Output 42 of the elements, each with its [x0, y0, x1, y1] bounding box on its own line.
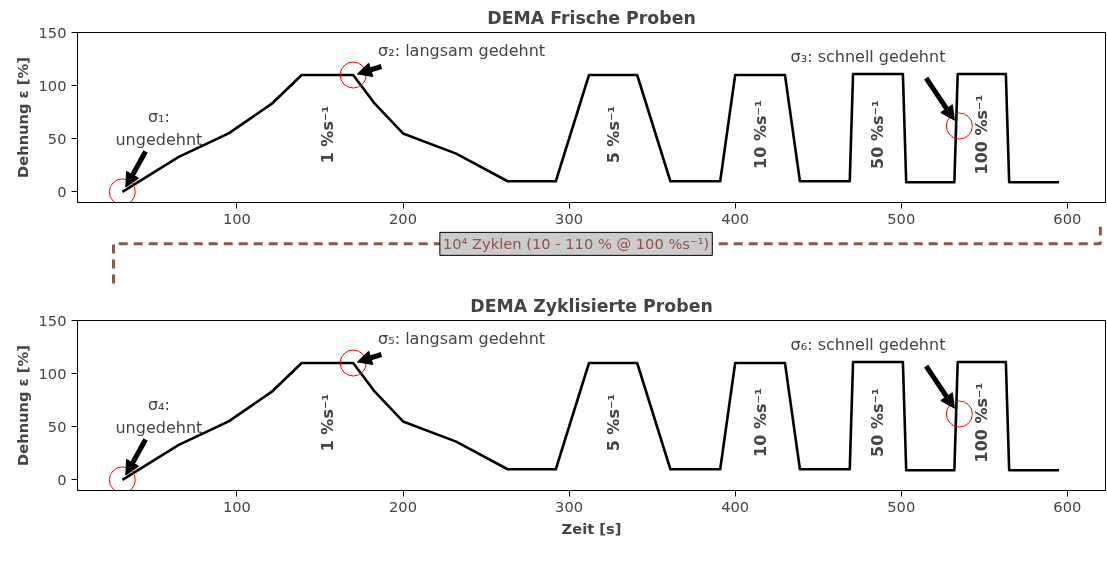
annotation: 5 %s⁻¹	[603, 105, 623, 164]
y-axis-title: Dehnung ε [%]	[13, 57, 31, 178]
x-tick-label: 400	[721, 209, 750, 227]
annotation: 100 %s⁻¹	[972, 382, 992, 463]
x-axis-title: Zeit [s]	[561, 519, 622, 537]
annotation: σ₄: ungedehnt	[115, 395, 203, 438]
x-tick-label: 500	[887, 497, 916, 515]
annotation: 100 %s⁻¹	[972, 94, 992, 175]
annotation: 1 %s⁻¹	[317, 105, 337, 164]
x-tick-label: 200	[389, 497, 417, 515]
x-tick-label: 600	[1053, 209, 1082, 227]
text: 10⁴ Zyklen (10 - 110 % @ 100 %s⁻¹)	[442, 235, 710, 253]
x-tick-label: 300	[555, 497, 584, 515]
x-tick-label: 400	[721, 497, 750, 515]
y-tick-label: 150	[38, 23, 67, 41]
y-tick-label: 100	[38, 364, 67, 382]
annotation: σ₃: schnell gedehnt	[790, 47, 946, 67]
annotation: σ₁: ungedehnt	[115, 107, 203, 150]
annotation: σ₂: langsam gedehnt	[378, 41, 546, 61]
y-tick-label: 50	[47, 417, 67, 435]
annotation: σ₆: schnell gedehnt	[790, 335, 946, 355]
y-tick-label: 0	[57, 182, 67, 200]
annotation: σ₅: langsam gedehnt	[378, 329, 546, 349]
annotation: 10 %s⁻¹	[750, 100, 770, 169]
x-tick-label: 200	[389, 209, 417, 227]
annotation: 50 %s⁻¹	[868, 100, 888, 169]
annotation: 5 %s⁻¹	[603, 393, 623, 452]
y-tick-label: 150	[38, 311, 67, 329]
y-tick-label: 0	[57, 470, 67, 488]
chart-title: DEMA Frische Proben	[487, 7, 696, 28]
x-tick-label: 300	[555, 209, 584, 227]
x-tick-label: 500	[887, 209, 916, 227]
annotation: 1 %s⁻¹	[317, 393, 337, 452]
x-tick-label: 100	[222, 209, 251, 227]
y-tick-label: 50	[47, 129, 67, 147]
annotation: 50 %s⁻¹	[868, 388, 888, 457]
y-axis-title: Dehnung ε [%]	[13, 345, 31, 466]
annotation: 10 %s⁻¹	[750, 388, 770, 457]
x-tick-label: 600	[1053, 497, 1082, 515]
chart-title: DEMA Zyklisierte Proben	[470, 295, 713, 316]
x-tick-label: 100	[222, 497, 251, 515]
y-tick-label: 100	[38, 76, 67, 94]
